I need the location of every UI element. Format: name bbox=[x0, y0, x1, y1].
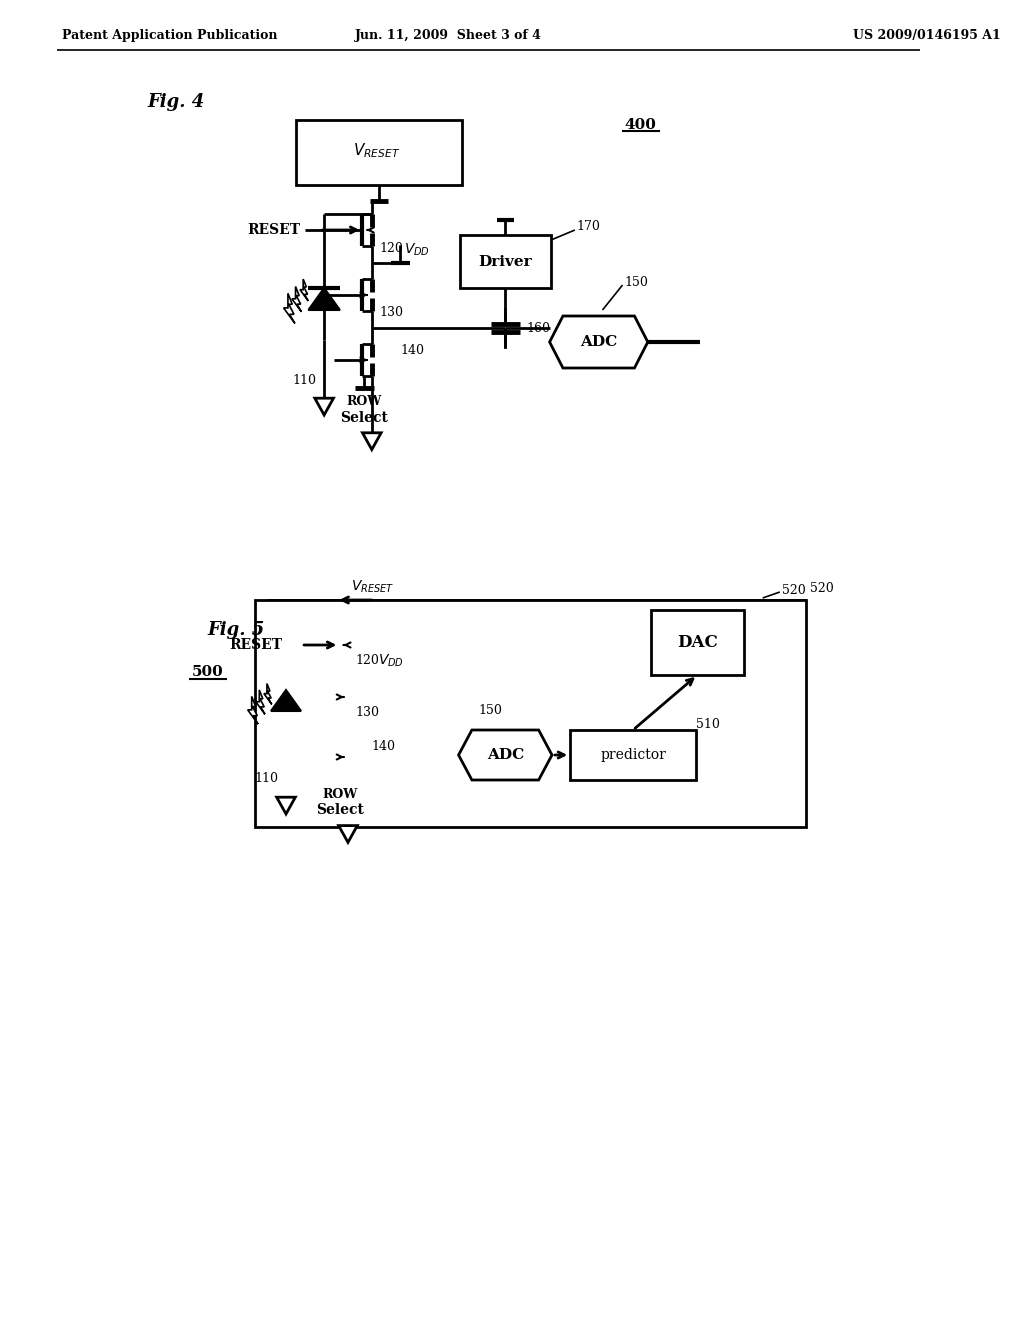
Bar bbox=[460, 235, 551, 288]
Polygon shape bbox=[550, 315, 648, 368]
Text: $V_{RESET}$: $V_{RESET}$ bbox=[352, 141, 400, 160]
Text: RESET: RESET bbox=[229, 638, 282, 652]
Text: 120: 120 bbox=[355, 655, 380, 668]
Text: ROW: ROW bbox=[346, 395, 382, 408]
Text: 140: 140 bbox=[400, 343, 424, 356]
Text: 130: 130 bbox=[380, 306, 403, 319]
Polygon shape bbox=[300, 279, 308, 301]
Polygon shape bbox=[339, 825, 357, 842]
Text: Select: Select bbox=[316, 804, 365, 817]
Text: 520: 520 bbox=[810, 582, 835, 594]
Text: Driver: Driver bbox=[478, 255, 532, 268]
Text: Fig. 5: Fig. 5 bbox=[208, 620, 265, 639]
Text: 160: 160 bbox=[526, 322, 550, 334]
Polygon shape bbox=[264, 684, 271, 705]
Text: Fig. 4: Fig. 4 bbox=[147, 92, 205, 111]
Text: 500: 500 bbox=[191, 665, 223, 678]
Text: predictor: predictor bbox=[600, 748, 666, 762]
Bar bbox=[296, 120, 463, 185]
Text: 150: 150 bbox=[625, 276, 648, 289]
Polygon shape bbox=[276, 797, 295, 814]
Text: 130: 130 bbox=[355, 706, 380, 719]
Bar bbox=[651, 610, 743, 675]
Text: 400: 400 bbox=[625, 117, 656, 132]
Polygon shape bbox=[308, 288, 340, 310]
Polygon shape bbox=[314, 399, 334, 414]
Text: Patent Application Publication: Patent Application Publication bbox=[62, 29, 278, 41]
Text: DAC: DAC bbox=[677, 634, 718, 651]
Polygon shape bbox=[284, 293, 295, 323]
Text: $V_{DD}$: $V_{DD}$ bbox=[378, 652, 403, 669]
Bar bbox=[570, 730, 696, 780]
Text: US 2009/0146195 A1: US 2009/0146195 A1 bbox=[853, 29, 1001, 41]
Polygon shape bbox=[256, 690, 265, 714]
Text: Jun. 11, 2009  Sheet 3 of 4: Jun. 11, 2009 Sheet 3 of 4 bbox=[354, 29, 542, 41]
Text: RESET: RESET bbox=[248, 223, 300, 238]
Polygon shape bbox=[292, 286, 301, 312]
Text: 520: 520 bbox=[781, 583, 806, 597]
Text: ADC: ADC bbox=[486, 748, 524, 762]
Text: $V_{RESET}$: $V_{RESET}$ bbox=[351, 578, 394, 595]
Polygon shape bbox=[271, 690, 301, 711]
Text: ADC: ADC bbox=[580, 335, 617, 348]
Text: $V_{DD}$: $V_{DD}$ bbox=[404, 242, 430, 259]
Bar bbox=[256, 601, 806, 828]
Polygon shape bbox=[459, 730, 552, 780]
Text: 150: 150 bbox=[478, 704, 503, 717]
Text: 140: 140 bbox=[372, 741, 396, 754]
Polygon shape bbox=[248, 697, 258, 725]
Text: ROW: ROW bbox=[323, 788, 358, 801]
Text: 120: 120 bbox=[380, 242, 403, 255]
Text: Select: Select bbox=[340, 411, 388, 425]
Text: 110: 110 bbox=[293, 374, 316, 387]
Text: 510: 510 bbox=[696, 718, 720, 731]
Text: 110: 110 bbox=[254, 772, 279, 785]
Polygon shape bbox=[362, 433, 381, 450]
Text: 170: 170 bbox=[577, 220, 601, 234]
